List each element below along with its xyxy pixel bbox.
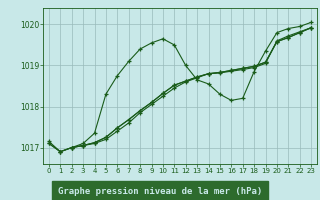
Text: Graphe pression niveau de la mer (hPa): Graphe pression niveau de la mer (hPa) (58, 187, 262, 196)
